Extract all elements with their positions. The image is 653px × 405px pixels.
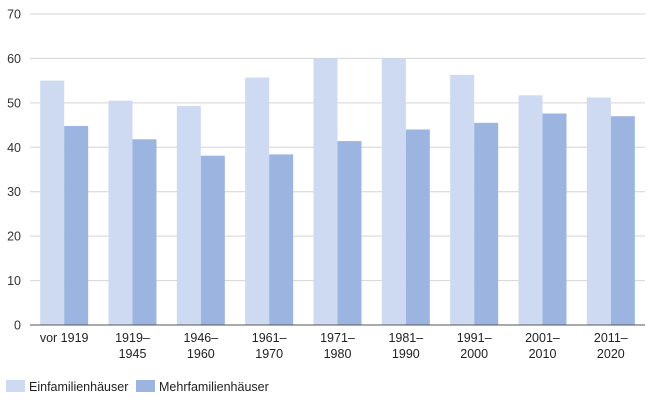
x-tick-label: 2011– 2020 [594,331,628,361]
x-tick-label: 1961– 1970 [252,331,287,361]
y-tick-label: 70 [7,8,21,22]
bar-einfamilienhaeuser-5 [381,58,406,326]
x-tick-label: 1981– 1990 [388,331,423,361]
legend-label: Mehrfamilienhäuser [159,380,269,394]
bar-mehrfamilienhaeuser-3 [269,154,294,325]
x-tick-label: vor 1919 [40,331,89,345]
legend-swatch [6,380,25,392]
x-tick-label: 1971– 1980 [320,331,355,361]
y-tick-label: 50 [7,96,21,110]
bar-einfamilienhaeuser-3 [245,77,270,325]
x-tick-label: 2001– 2010 [525,331,560,361]
bar-mehrfamilienhaeuser-7 [542,113,567,326]
bar-einfamilienhaeuser-8 [586,97,611,325]
bar-mehrfamilienhaeuser-8 [610,116,635,325]
bar-einfamilienhaeuser-1 [108,100,133,325]
bar-mehrfamilienhaeuser-4 [337,141,362,325]
bar-mehrfamilienhaeuser-5 [405,129,430,325]
y-tick-label: 0 [14,319,21,333]
bar-mehrfamilienhaeuser-0 [64,125,89,326]
y-axis: 0 10 20 30 40 50 60 70 [7,8,21,333]
bars [40,58,635,326]
bar-einfamilienhaeuser-2 [176,105,201,326]
bar-mehrfamilienhaeuser-1 [132,139,157,325]
x-axis: vor 1919 1919– 1945 1946– 1960 1961– 1970 1971–… [40,331,628,361]
y-tick-label: 60 [7,52,21,66]
x-tick-label: 1919– 1945 [115,331,150,361]
bar-mehrfamilienhaeuser-2 [200,155,225,325]
legend: Einfamilienhäuser Mehrfamilienhäuser [6,380,269,394]
bar-einfamilienhaeuser-6 [450,74,475,325]
y-tick-label: 30 [7,185,21,199]
bar-einfamilienhaeuser-4 [313,58,338,326]
bar-einfamilienhaeuser-0 [40,80,65,326]
bar-mehrfamilienhaeuser-6 [474,122,499,325]
y-tick-label: 20 [7,230,21,244]
x-tick-label: 1991– 2000 [457,331,492,361]
legend-swatch [136,380,155,392]
x-tick-label: 1946– 1960 [183,331,218,361]
bar-einfamilienhaeuser-7 [518,95,543,325]
y-tick-label: 10 [7,274,21,288]
y-tick-label: 40 [7,141,21,155]
legend-label: Einfamilienhäuser [29,380,128,394]
